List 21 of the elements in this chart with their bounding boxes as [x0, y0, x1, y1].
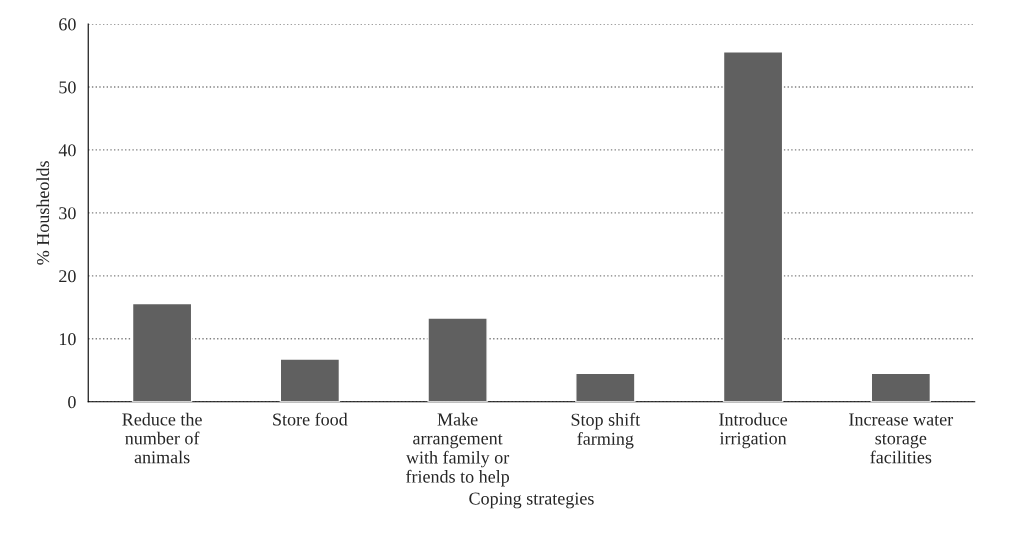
x-tick-label: Make arrangement with family or friends to help: [405, 412, 510, 487]
y-tick-label: 10: [59, 333, 76, 346]
bar: [131, 302, 193, 402]
x-axis-title: Coping strategies: [469, 492, 594, 509]
bar: [575, 372, 636, 402]
y-tick-label: 0: [68, 396, 76, 409]
x-tick-label: Stop shift farming: [571, 412, 641, 449]
x-tick-label: Introduce irrigation: [719, 412, 788, 449]
x-tick-label: Store food: [273, 412, 348, 426]
y-tick-label: 60: [59, 18, 76, 31]
y-tick-label: 50: [59, 81, 76, 94]
bar: [279, 358, 341, 402]
y-axis-title: % Housheolds: [36, 161, 50, 265]
y-tick-label: 20: [59, 270, 76, 283]
y-tick-label: 30: [59, 207, 76, 220]
bar: [722, 51, 784, 402]
bar: [870, 372, 932, 402]
x-tick-label: Reduce the number of animals: [122, 412, 202, 464]
y-tick-label: 40: [58, 144, 76, 157]
x-tick-label: Increase water storage facilities: [849, 413, 954, 464]
bar: [427, 317, 488, 402]
